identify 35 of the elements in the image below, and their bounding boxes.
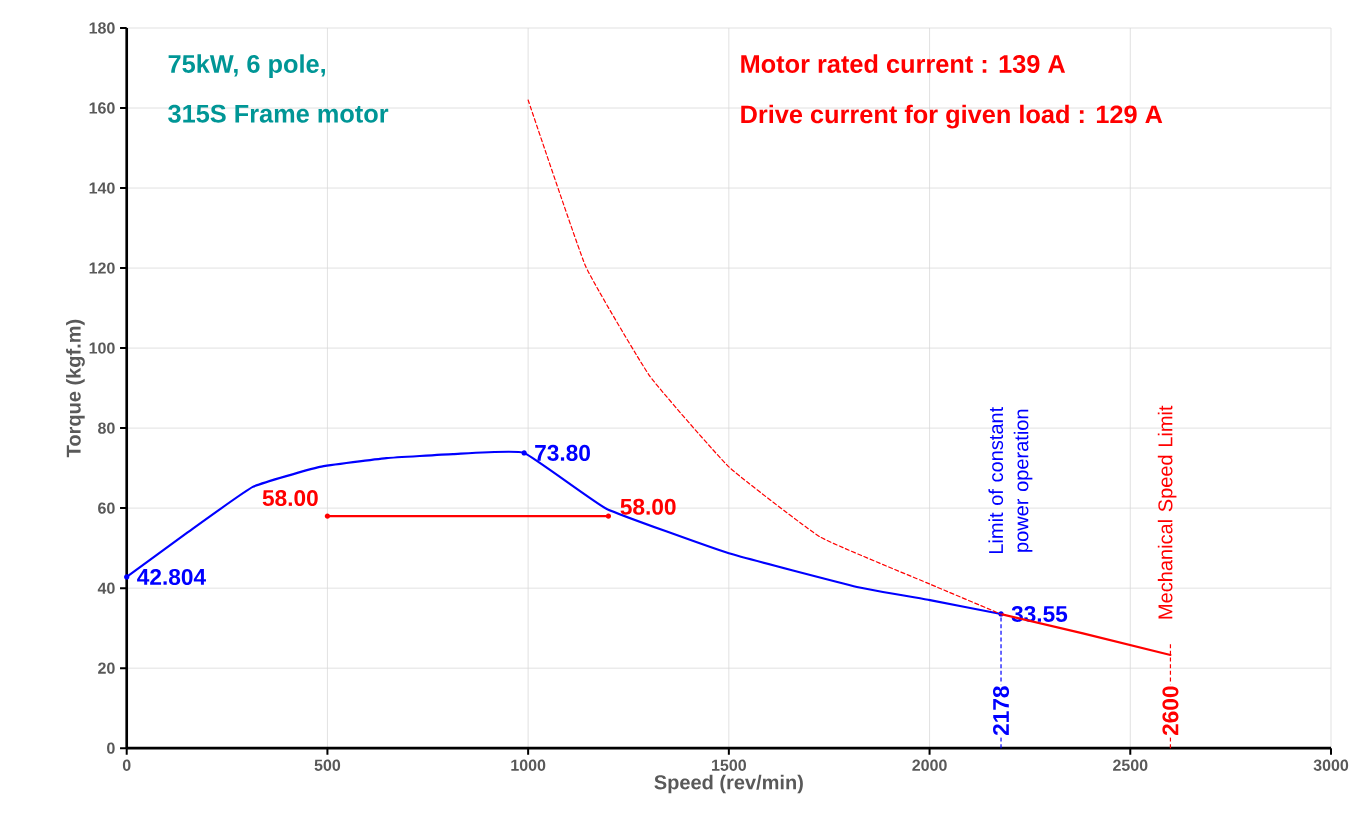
y-tick-label: 140 <box>89 182 115 194</box>
data-label: 33.55 <box>1011 606 1068 623</box>
x-tick-label: 0 <box>122 759 131 772</box>
x-tick-label: 1000 <box>511 759 546 772</box>
y-tick-label: 80 <box>98 422 115 434</box>
annotation: Limit of constant power operation <box>988 407 1033 554</box>
y-tick-label: 0 <box>107 742 115 755</box>
y-tick-label: 20 <box>98 662 115 675</box>
data-label: 73.80 <box>535 445 590 462</box>
x-axis-title: Speed (rev/min) <box>654 774 803 794</box>
y-tick-label: 60 <box>98 502 115 515</box>
y-tick-label: 100 <box>89 342 115 354</box>
annotation: 75kW, 6 pole, <box>168 54 325 79</box>
y-axis-title: Torque (kgf.m) <box>66 320 85 458</box>
x-tick-label: 3000 <box>1313 759 1349 772</box>
ref-line-label: 2600 <box>1162 686 1179 736</box>
x-tick-label: 500 <box>314 759 341 772</box>
point <box>605 513 612 520</box>
annotation: Mechanical Speed Limit <box>1157 405 1177 619</box>
x-tick-label: 1500 <box>712 759 746 772</box>
x-tick-label: 2500 <box>1113 759 1148 772</box>
y-tick-label: 40 <box>97 582 115 595</box>
point <box>521 450 527 456</box>
y-tick-label: 160 <box>89 102 115 114</box>
point <box>324 513 331 520</box>
x-tick-label: 2000 <box>912 759 947 772</box>
annotation: 315S Frame motor <box>168 104 389 123</box>
ref-line-label: 2178 <box>992 686 1010 736</box>
annotation: Drive current for given load : 129 A <box>741 104 1163 129</box>
data-label: 58.00 <box>620 498 676 516</box>
data-label: 58.00 <box>262 490 318 507</box>
y-tick-label: 180 <box>89 22 115 34</box>
annotation: Motor rated current : 139 A <box>741 54 1066 74</box>
y-tick-label: 120 <box>89 262 115 274</box>
data-label: 42.804 <box>137 569 206 586</box>
